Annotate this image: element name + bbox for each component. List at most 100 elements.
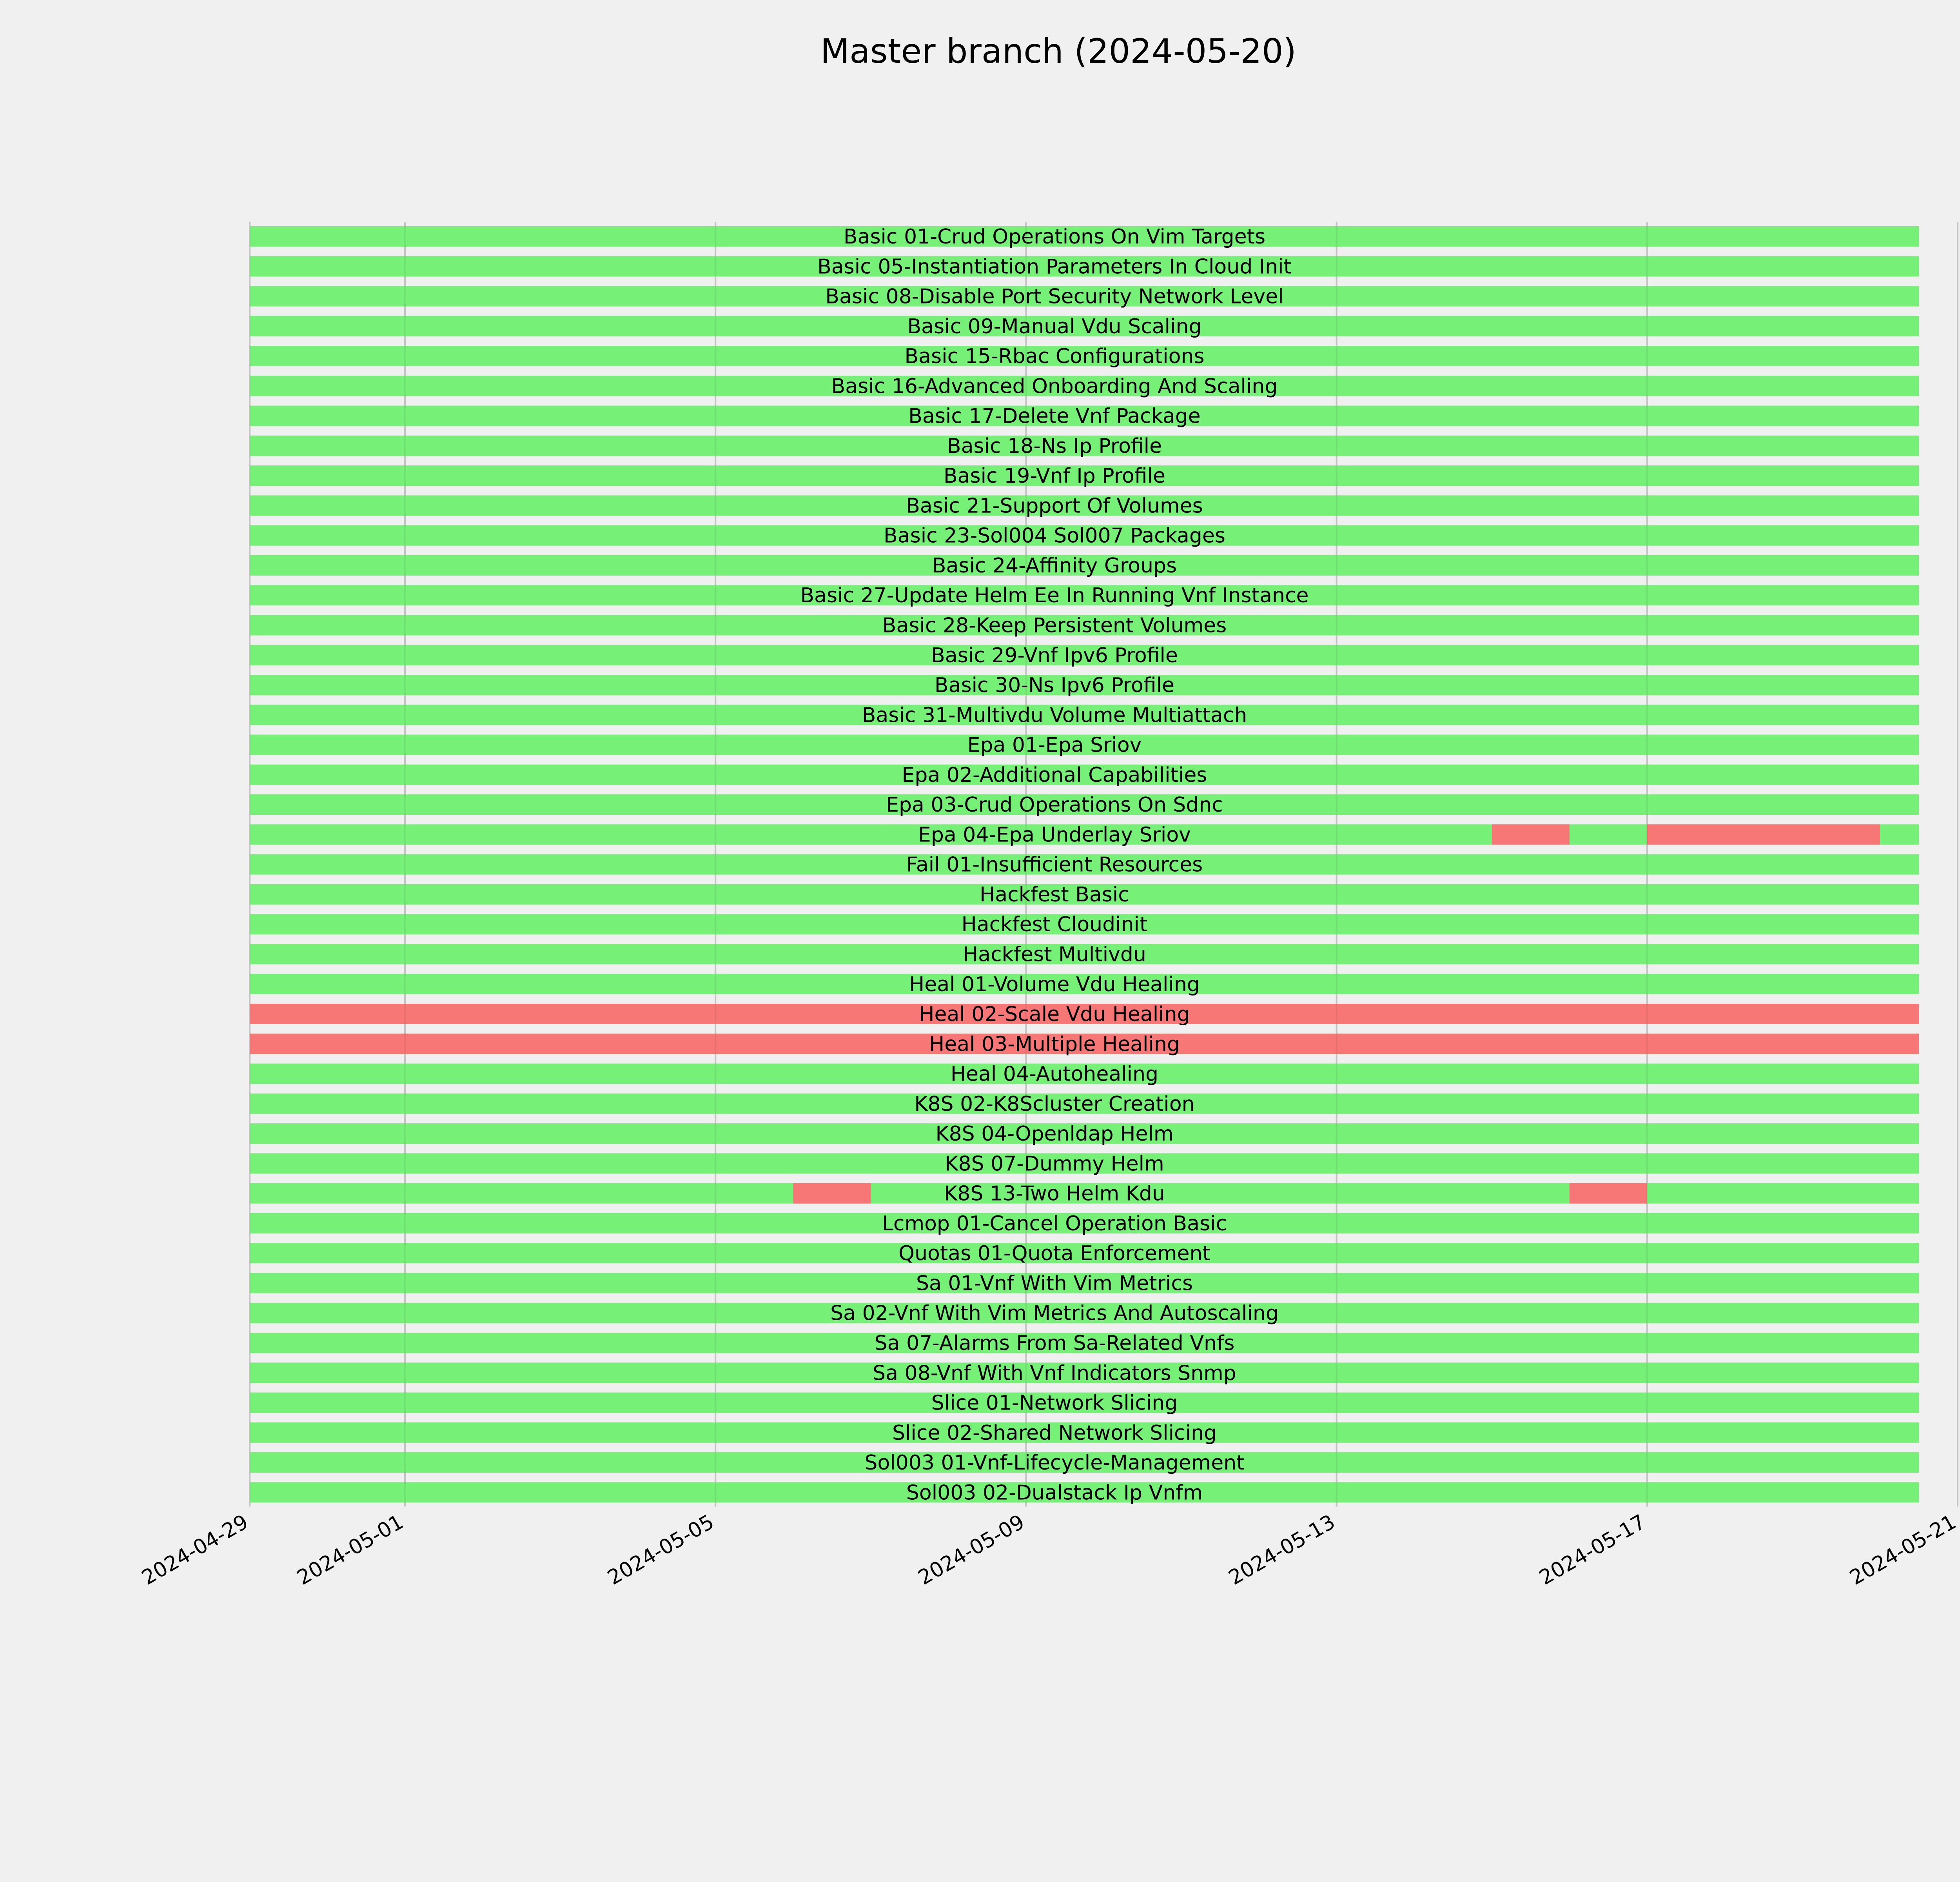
row-label: K8S 13-Two Helm Kdu	[944, 1182, 1165, 1206]
fail-bar	[250, 1004, 1919, 1025]
x-tick-label: 2024-05-21	[1846, 1510, 1960, 1590]
row-label: Basic 29-Vnf Ipv6 Profile	[931, 644, 1178, 667]
timeline-row	[250, 1034, 1919, 1054]
pass-bar	[250, 854, 1919, 875]
x-tick-label: 2024-05-01	[293, 1510, 408, 1590]
timeline-row	[250, 1422, 1919, 1443]
x-tick-label: 2024-04-29	[138, 1510, 252, 1590]
pass-bar	[250, 1213, 1919, 1233]
pass-bar	[250, 974, 1919, 994]
pass-bar	[250, 585, 1919, 606]
pass-bar	[250, 346, 1919, 367]
timeline-row	[250, 435, 1919, 456]
row-label: Basic 16-Advanced Onboarding And Scaling	[831, 374, 1278, 398]
timeline-row	[250, 1332, 1919, 1353]
pass-bar	[250, 705, 1919, 725]
pass-bar	[250, 1123, 1919, 1144]
timeline-row	[250, 555, 1919, 576]
pass-bar	[250, 1452, 1919, 1473]
x-tick-label: 2024-05-13	[1225, 1510, 1339, 1590]
row-label: Sa 07-Alarms From Sa-Related Vnfs	[875, 1332, 1235, 1355]
pass-bar	[250, 794, 1919, 815]
row-label: Hackfest Cloudinit	[962, 913, 1148, 936]
row-label: Basic 24-Affinity Groups	[932, 554, 1177, 578]
timeline-row	[250, 974, 1919, 994]
row-label: Basic 23-Sol004 Sol007 Packages	[884, 524, 1225, 548]
fail-bar	[793, 1183, 871, 1204]
timeline-row	[250, 1153, 1919, 1174]
pass-bar	[250, 1153, 1919, 1174]
row-label: Sa 08-Vnf With Vnf Indicators Snmp	[873, 1361, 1236, 1385]
row-label: Heal 02-Scale Vdu Healing	[919, 1003, 1190, 1026]
row-label: Fail 01-Insufficient Resources	[906, 853, 1203, 877]
timeline-row	[250, 645, 1919, 665]
row-label: K8S 02-K8Scluster Creation	[914, 1092, 1194, 1116]
timeline-row	[250, 1303, 1919, 1323]
pass-bar	[250, 884, 1919, 905]
x-tick-label: 2024-05-09	[914, 1510, 1029, 1590]
pass-bar	[250, 1482, 1919, 1503]
timeline-row	[250, 615, 1919, 636]
pass-bar	[250, 525, 1919, 546]
pass-bar	[250, 675, 1919, 696]
row-label: Basic 18-Ns Ip Profile	[947, 434, 1162, 458]
row-label: Hackfest Multivdu	[963, 943, 1146, 966]
pass-bar	[250, 1362, 1919, 1383]
pass-bar	[250, 405, 1919, 426]
pass-bar	[250, 645, 1919, 665]
row-label: Slice 01-Network Slicing	[931, 1392, 1178, 1415]
timeline-row	[250, 1362, 1919, 1383]
pass-bar	[250, 1392, 1919, 1413]
timeline-row	[250, 1273, 1919, 1293]
row-label: Quotas 01-Quota Enforcement	[898, 1242, 1210, 1265]
row-label: Basic 28-Keep Persistent Volumes	[882, 614, 1227, 638]
timeline-row	[250, 585, 1919, 606]
pass-bar	[250, 495, 1919, 516]
pass-bar	[250, 465, 1919, 486]
row-label: Sa 01-Vnf With Vim Metrics	[916, 1272, 1193, 1295]
status-bars	[249, 222, 1958, 1507]
timeline-row	[250, 465, 1919, 486]
row-label: Basic 17-Delete Vnf Package	[908, 405, 1200, 428]
timeline-row	[250, 316, 1919, 336]
timeline-row	[250, 405, 1919, 426]
timeline-row	[250, 346, 1919, 367]
row-label: Hackfest Basic	[980, 883, 1129, 906]
row-label: Basic 21-Support Of Volumes	[906, 494, 1203, 518]
timeline-row	[250, 226, 1919, 247]
timeline-row	[250, 256, 1919, 277]
pass-bar	[250, 286, 1919, 307]
pass-bar	[250, 1303, 1919, 1323]
fail-bar	[1569, 1183, 1647, 1204]
timeline-row	[250, 286, 1919, 307]
timeline-row	[250, 525, 1919, 546]
pass-bar	[250, 824, 1919, 845]
pass-bar	[250, 226, 1919, 247]
row-label: Basic 09-Manual Vdu Scaling	[907, 315, 1201, 338]
fail-bar	[1492, 824, 1570, 845]
pass-bar	[250, 1273, 1919, 1293]
chart-title: Master branch (2024-05-20)	[820, 32, 1296, 71]
timeline-row	[250, 914, 1919, 935]
timeline-row	[250, 884, 1919, 905]
row-label: Sa 02-Vnf With Vim Metrics And Autoscali…	[830, 1302, 1279, 1325]
pass-bar	[250, 1243, 1919, 1264]
timeline-row	[250, 495, 1919, 516]
row-label: Epa 02-Additional Capabilities	[902, 763, 1207, 787]
timeline-row	[250, 1243, 1919, 1264]
row-label: Epa 01-Epa Sriov	[967, 734, 1142, 757]
timeline-row	[250, 1093, 1919, 1114]
timeline-row	[250, 705, 1919, 725]
timeline-row	[250, 944, 1919, 965]
fail-bar	[250, 1034, 1919, 1054]
pass-bar	[250, 1422, 1919, 1443]
timeline-row	[250, 794, 1919, 815]
row-label: Epa 04-Epa Underlay Sriov	[918, 823, 1191, 847]
row-label: Epa 03-Crud Operations On Sdnc	[886, 793, 1223, 817]
row-label: Lcmop 01-Cancel Operation Basic	[882, 1212, 1227, 1235]
timeline-row	[250, 1183, 1919, 1204]
timeline-row	[250, 376, 1919, 396]
row-label: K8S 07-Dummy Helm	[945, 1152, 1164, 1175]
timeline-row	[250, 675, 1919, 696]
